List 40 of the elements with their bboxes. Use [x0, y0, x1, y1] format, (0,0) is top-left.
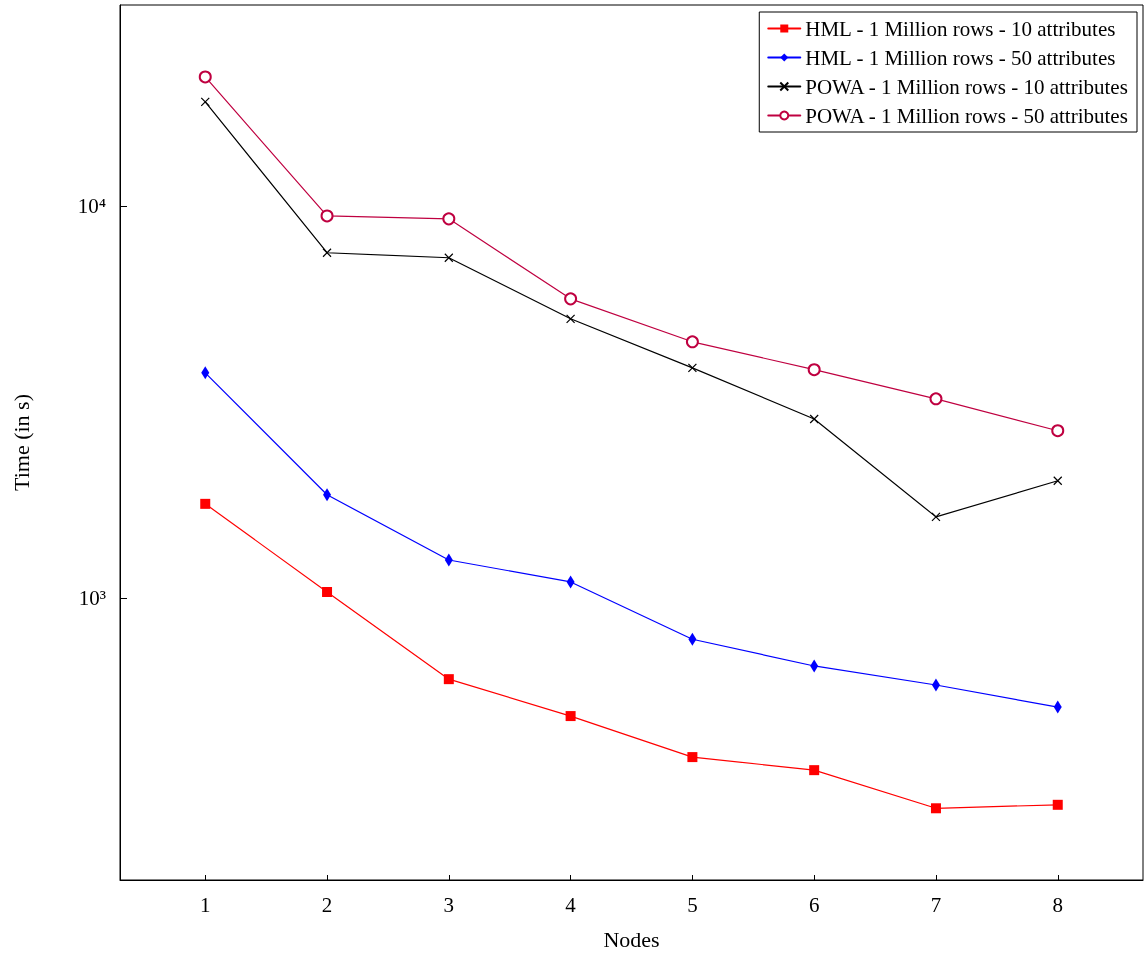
point — [930, 803, 941, 814]
point — [687, 363, 697, 373]
x-tick-label: 3 — [443, 892, 455, 917]
point — [565, 711, 576, 722]
point — [198, 70, 212, 84]
x-tick-label: 2 — [321, 892, 333, 917]
y-axis-title: Time (in s) — [8, 394, 34, 491]
point — [1053, 476, 1063, 486]
y-tick-label: 10⁴ — [77, 193, 106, 218]
point — [566, 314, 576, 324]
point — [931, 512, 941, 522]
point — [442, 212, 456, 226]
point — [687, 752, 698, 763]
point — [807, 363, 821, 377]
point — [443, 674, 454, 685]
legend-label: HML - 1 Million rows - 50 attributes — [805, 45, 1116, 70]
point — [320, 209, 334, 223]
x-axis-title: Nodes — [603, 926, 660, 952]
point — [809, 414, 819, 424]
point — [929, 392, 943, 406]
x-tick-label: 8 — [1052, 892, 1063, 917]
legend-label: POWA - 1 Million rows - 10 attributes — [805, 74, 1128, 99]
y-tick-label: 10³ — [78, 586, 106, 610]
point — [322, 586, 333, 597]
point — [685, 335, 699, 349]
point — [809, 765, 820, 776]
legend-label: POWA - 1 Million rows - 50 attributes — [805, 103, 1128, 128]
point — [1051, 424, 1065, 438]
point — [444, 253, 454, 263]
point — [1052, 799, 1063, 810]
legend-label: HML - 1 Million rows - 10 attributes — [805, 16, 1116, 41]
x-tick-label: 5 — [687, 892, 698, 917]
x-tick-label: 7 — [930, 892, 942, 917]
x-tick-label: 6 — [808, 892, 820, 917]
point — [322, 248, 332, 258]
x-tick-label: 4 — [565, 892, 577, 917]
x-tick-label: 1 — [200, 892, 211, 917]
point — [200, 97, 210, 107]
point — [200, 498, 211, 509]
point — [564, 292, 578, 306]
